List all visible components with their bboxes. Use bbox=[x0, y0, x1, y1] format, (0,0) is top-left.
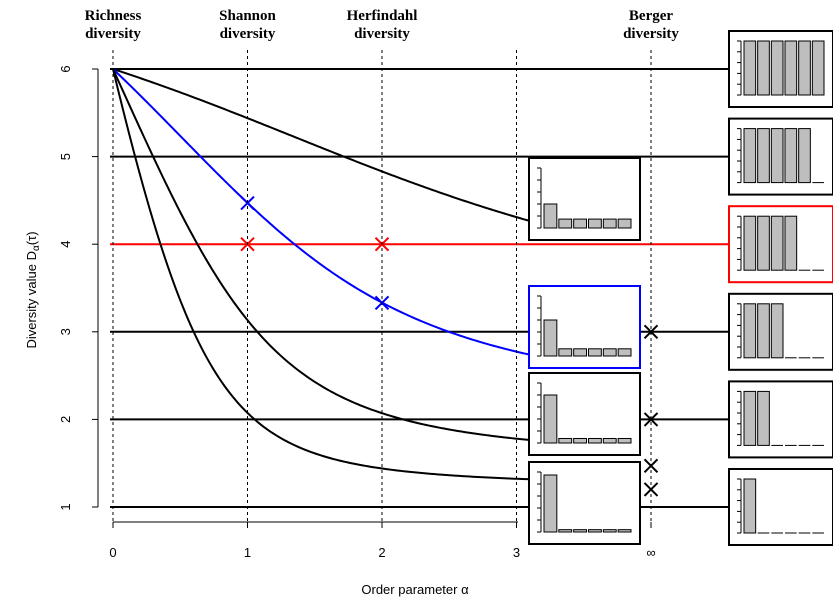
cross-marker-stroke bbox=[643, 324, 659, 340]
x-axis-label: Order parameter α bbox=[361, 582, 469, 597]
diversity-curve-3 bbox=[112, 68, 531, 442]
middle-inset-2-bar bbox=[602, 348, 617, 357]
middle-inset-3-bar bbox=[602, 437, 617, 444]
y-tick-label: 6 bbox=[58, 65, 73, 72]
middle-inset-3-bar bbox=[573, 437, 588, 444]
middle-inset-2-bar bbox=[617, 348, 632, 357]
x-tick-label: ∞ bbox=[646, 545, 655, 560]
middle-inset-3-bar bbox=[543, 394, 558, 444]
middle-inset-4-bar bbox=[558, 529, 573, 533]
top-label-line1: Richness bbox=[85, 8, 142, 24]
top-label-line2: diversity bbox=[220, 26, 276, 42]
middle-inset-1-bar bbox=[543, 203, 558, 229]
middle-inset-4-bar bbox=[573, 529, 588, 533]
middle-inset-1-bar bbox=[602, 218, 617, 229]
right-inset-1-bar bbox=[743, 478, 757, 534]
middle-inset-4 bbox=[528, 461, 641, 545]
middle-inset-1-bar bbox=[617, 218, 632, 229]
y-axis-label-main: Diversity value D bbox=[24, 251, 39, 349]
right-inset-3 bbox=[728, 292, 833, 371]
cross-marker-5 bbox=[643, 324, 659, 340]
right-inset-4-bar bbox=[784, 215, 798, 271]
middle-inset-2-bar bbox=[588, 348, 602, 357]
right-inset-4 bbox=[728, 205, 833, 284]
inset-histograms bbox=[528, 30, 833, 546]
middle-inset-2-bar bbox=[558, 348, 573, 357]
axes: 0 1 2 3 ∞ 1 2 3 4 5 6 bbox=[58, 50, 656, 560]
right-inset-6-bar bbox=[770, 40, 784, 96]
right-inset-2 bbox=[728, 380, 833, 459]
y-axis-label-sub: α bbox=[31, 245, 42, 251]
top-label-line2: diversity bbox=[623, 26, 679, 42]
cross-marker-6 bbox=[643, 412, 659, 427]
right-inset-5-bar bbox=[798, 128, 811, 184]
middle-inset-3-bar bbox=[558, 437, 573, 444]
middle-inset-1 bbox=[528, 157, 641, 241]
y-axis-label: Diversity value Dα(τ) bbox=[24, 231, 42, 348]
middle-inset-2 bbox=[528, 285, 641, 369]
right-inset-5-bar bbox=[770, 128, 784, 184]
middle-inset-4-bar bbox=[588, 529, 602, 533]
y-tick-label: 1 bbox=[58, 503, 73, 510]
horizontal-lines bbox=[110, 68, 728, 508]
right-inset-3-bar bbox=[757, 303, 770, 359]
x-tick-label: 3 bbox=[513, 545, 520, 560]
diversity-curve-1 bbox=[112, 68, 531, 222]
y-tick-label: 3 bbox=[58, 328, 73, 335]
x-tick-label: 2 bbox=[378, 545, 385, 560]
right-inset-6 bbox=[728, 30, 833, 108]
x-tick-label: 1 bbox=[244, 545, 251, 560]
x-tick-label: 0 bbox=[109, 545, 116, 560]
right-inset-5 bbox=[728, 117, 833, 196]
middle-inset-1-bar bbox=[558, 218, 573, 229]
right-inset-5-bar bbox=[784, 128, 798, 184]
top-label-line1: Shannon bbox=[219, 8, 276, 24]
y-tick-label: 4 bbox=[58, 241, 73, 248]
middle-inset-3-bar bbox=[588, 437, 602, 444]
right-inset-4-bar bbox=[757, 215, 770, 271]
top-label-line1: Berger bbox=[629, 8, 673, 24]
middle-inset-1-bar bbox=[588, 218, 602, 229]
right-inset-6-bar bbox=[743, 40, 757, 96]
diversity-curve-2 bbox=[112, 68, 531, 356]
cross-marker-1 bbox=[240, 195, 255, 211]
right-inset-2-bar bbox=[757, 390, 770, 446]
top-label-line2: diversity bbox=[85, 26, 141, 42]
right-inset-6-bar bbox=[798, 40, 811, 96]
y-axis-label-tail: (τ) bbox=[24, 231, 39, 245]
diversity-curves bbox=[112, 68, 531, 481]
middle-inset-2-bar bbox=[573, 348, 588, 357]
top-label-line2: diversity bbox=[354, 26, 410, 42]
labels: Order parameter α Diversity value Dα(τ) … bbox=[24, 8, 679, 597]
middle-inset-2-bar bbox=[543, 319, 558, 357]
right-inset-5-bar bbox=[757, 128, 770, 184]
diversity-curve-4 bbox=[112, 68, 530, 481]
right-inset-4-bar bbox=[770, 215, 784, 271]
y-tick-label: 2 bbox=[58, 416, 73, 423]
middle-inset-4-bar bbox=[617, 529, 632, 533]
middle-inset-3 bbox=[528, 372, 641, 456]
right-inset-6-bar bbox=[811, 40, 825, 96]
right-inset-1 bbox=[728, 468, 833, 546]
middle-inset-3-bar bbox=[617, 437, 632, 444]
right-inset-6-bar bbox=[757, 40, 770, 96]
right-inset-3-bar bbox=[743, 303, 757, 359]
right-inset-5-bar bbox=[743, 128, 757, 184]
cross-marker-stroke bbox=[240, 195, 255, 211]
cross-marker-stroke bbox=[643, 412, 659, 427]
right-inset-2-bar bbox=[743, 390, 757, 446]
right-inset-4-bar bbox=[743, 215, 757, 271]
right-inset-6-bar bbox=[784, 40, 798, 96]
right-inset-3-bar bbox=[770, 303, 784, 359]
y-tick-label: 5 bbox=[58, 153, 73, 160]
middle-inset-4-bar bbox=[543, 474, 558, 533]
top-label-line1: Herfindahl bbox=[347, 8, 418, 24]
middle-inset-4-bar bbox=[602, 529, 617, 533]
middle-inset-1-bar bbox=[573, 218, 588, 229]
